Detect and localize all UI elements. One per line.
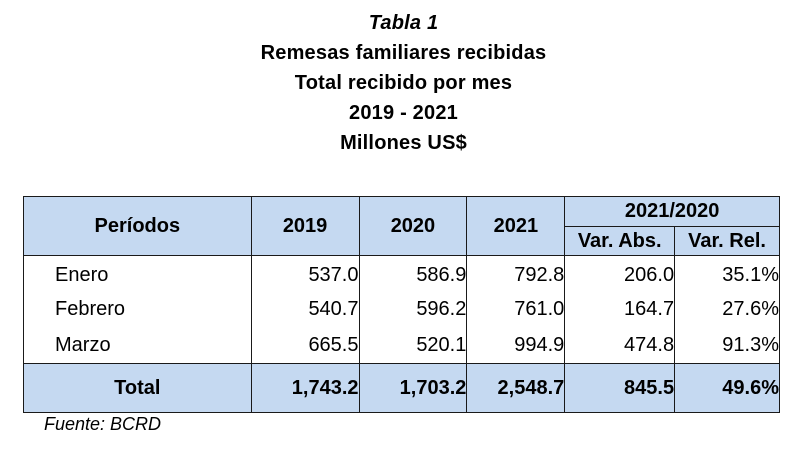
row-period: Febrero [23,291,252,328]
row-var-abs: 206.0 [564,255,676,292]
header-2020: 2020 [358,196,468,256]
row-2020: 586.9 [358,255,468,292]
total-2020: 1,703.2 [358,363,468,413]
table-units: Millones US$ [340,132,467,154]
header-variation-group: 2021/2020 [564,196,780,227]
total-var-rel: 49.6% [674,363,780,413]
table-row: Febrero 540.7 596.2 761.0 164.7 27.6% [23,291,780,328]
header-period: Períodos [23,196,252,256]
row-var-rel: 91.3% [674,327,780,364]
row-var-rel: 27.6% [674,291,780,328]
subheader-row: Var. Abs. Var. Rel. [24,226,780,256]
remittances-table: Períodos 2019 2020 2021 2021/2020 Var. A… [23,196,780,413]
row-2021: 792.8 [466,255,566,292]
header-row: Períodos 2019 2020 2021 2021/2020 [23,196,780,256]
row-2021: 994.9 [466,327,566,364]
table-number: Tabla 1 [368,12,439,34]
table-row: Marzo 665.5 520.1 994.9 474.8 91.3% [23,327,780,364]
header-2019: 2019 [250,196,360,256]
table-row: Enero 537.0 586.9 792.8 206.0 35.1% [23,255,780,292]
table-subtitle: Total recibido por mes [294,72,513,94]
row-2019: 665.5 [250,327,360,364]
table-title-block: Tabla 1 Remesas familiares recibidas Tot… [0,8,807,158]
header-var-rel: Var. Rel. [674,226,780,256]
row-var-abs: 164.7 [564,291,676,328]
row-var-abs: 474.8 [564,327,676,364]
row-2019: 537.0 [250,255,360,292]
row-var-rel: 35.1% [674,255,780,292]
row-2021: 761.0 [466,291,566,328]
header-var-abs: Var. Abs. [564,226,676,256]
header-2021: 2021 [466,196,566,256]
table-period-range: 2019 - 2021 [349,102,458,124]
row-2020: 596.2 [358,291,468,328]
table-title: Remesas familiares recibidas [260,42,547,64]
row-period: Marzo [23,327,252,364]
row-2019: 540.7 [250,291,360,328]
row-period: Enero [23,255,252,292]
total-row: Total 1,743.2 1,703.2 2,548.7 845.5 49.6… [23,363,780,413]
total-2019: 1,743.2 [250,363,360,413]
source-note: Fuente: BCRD [44,414,162,434]
total-2021: 2,548.7 [466,363,566,413]
row-2020: 520.1 [358,327,468,364]
total-label: Total [23,363,252,413]
total-var-abs: 845.5 [564,363,676,413]
